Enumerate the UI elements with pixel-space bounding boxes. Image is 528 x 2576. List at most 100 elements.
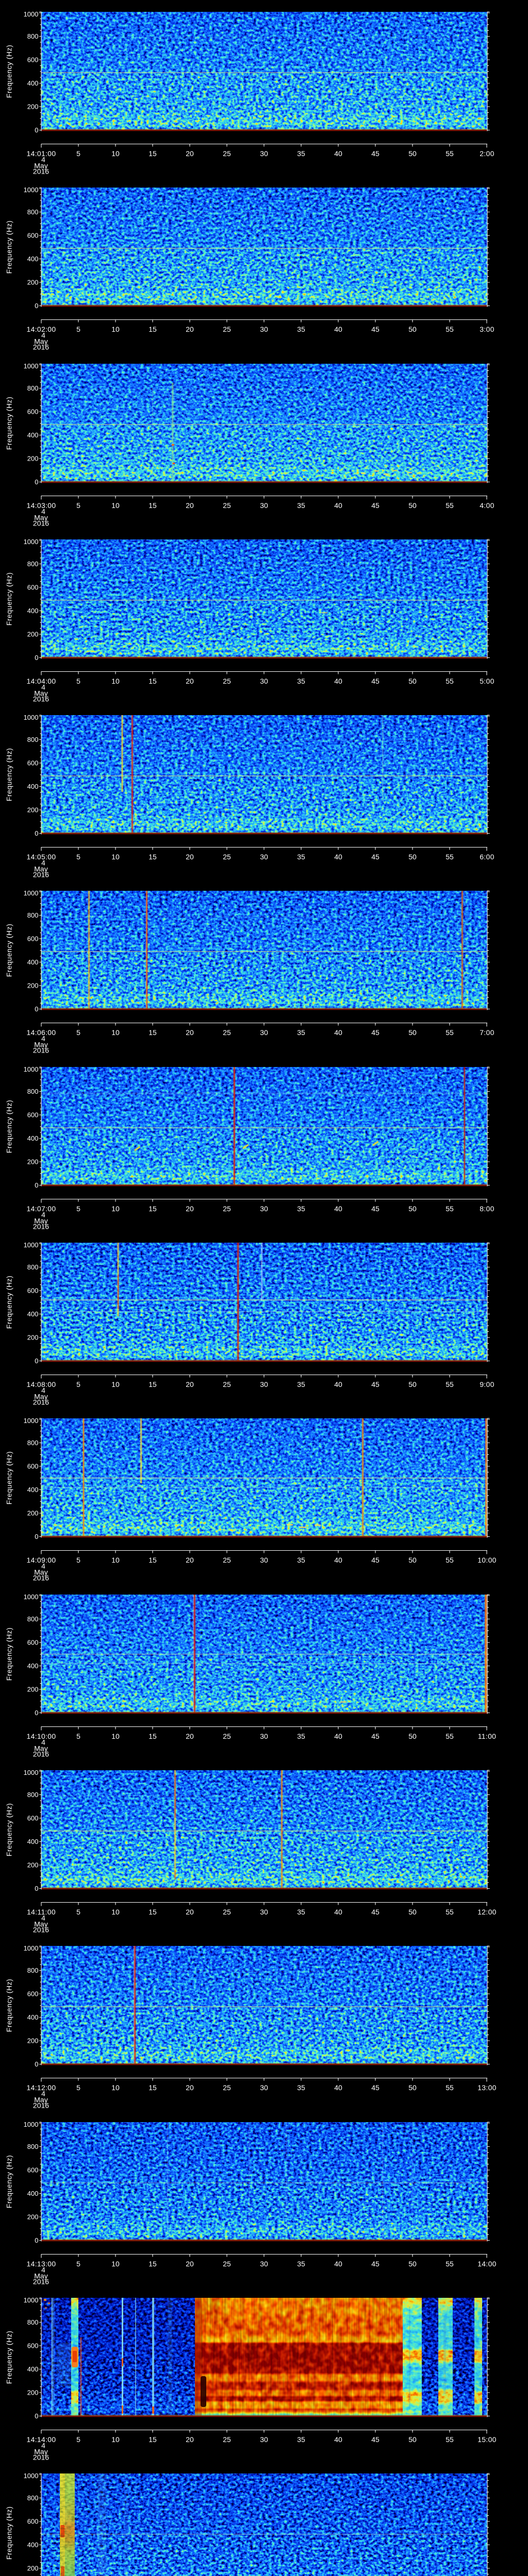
svg-text:10: 10: [111, 1205, 120, 1213]
svg-text:200: 200: [27, 1686, 39, 1693]
svg-text:200: 200: [27, 1861, 39, 1869]
svg-text:30: 30: [260, 2435, 268, 2444]
svg-text:600: 600: [27, 1639, 39, 1647]
svg-text:1000: 1000: [24, 714, 39, 721]
svg-text:800: 800: [27, 1439, 39, 1447]
svg-text:35: 35: [297, 149, 305, 158]
svg-text:20: 20: [186, 1380, 194, 1388]
svg-text:8:00: 8:00: [480, 1205, 494, 1213]
svg-text:45: 45: [371, 2083, 380, 2092]
svg-text:1000: 1000: [24, 1065, 39, 1073]
svg-text:4: 4: [41, 1211, 45, 1219]
svg-text:600: 600: [27, 1990, 39, 1998]
svg-text:13:00: 13:00: [477, 2083, 497, 2092]
svg-text:1000: 1000: [24, 889, 39, 897]
svg-text:0: 0: [35, 1533, 38, 1540]
svg-text:35: 35: [297, 2435, 305, 2444]
svg-text:5: 5: [76, 2083, 80, 2092]
svg-text:15: 15: [148, 1028, 157, 1037]
svg-text:35: 35: [297, 1380, 305, 1388]
svg-text:25: 25: [223, 1028, 231, 1037]
svg-text:May: May: [34, 1744, 47, 1753]
svg-text:20: 20: [186, 1028, 194, 1037]
svg-text:0: 0: [35, 654, 38, 662]
svg-text:30: 30: [260, 149, 268, 158]
svg-text:2016: 2016: [33, 1046, 49, 1055]
svg-text:14:08:00: 14:08:00: [27, 1380, 56, 1388]
svg-text:25: 25: [223, 501, 231, 510]
svg-text:4: 4: [41, 1914, 45, 1922]
svg-text:10: 10: [111, 2260, 120, 2268]
svg-text:45: 45: [371, 1732, 380, 1740]
svg-text:400: 400: [27, 431, 39, 439]
svg-text:600: 600: [27, 1111, 39, 1119]
svg-text:14:09:00: 14:09:00: [27, 1556, 56, 1564]
svg-text:400: 400: [27, 79, 39, 87]
svg-text:800: 800: [27, 2318, 39, 2326]
svg-text:15: 15: [148, 2083, 157, 2092]
svg-text:45: 45: [371, 1556, 380, 1564]
svg-text:25: 25: [223, 677, 231, 685]
svg-text:40: 40: [334, 1380, 342, 1388]
svg-text:0: 0: [35, 1005, 38, 1013]
svg-text:55: 55: [446, 853, 454, 861]
svg-text:800: 800: [27, 736, 39, 743]
svg-text:800: 800: [27, 32, 39, 40]
svg-text:400: 400: [27, 783, 39, 790]
svg-text:May: May: [34, 1217, 47, 1225]
svg-text:1000: 1000: [24, 186, 39, 194]
svg-text:800: 800: [27, 911, 39, 919]
svg-text:10: 10: [111, 1028, 120, 1037]
svg-text:25: 25: [223, 1908, 231, 1916]
svg-text:14:06:00: 14:06:00: [27, 1028, 56, 1037]
svg-text:2016: 2016: [33, 1750, 49, 1758]
svg-text:20: 20: [186, 501, 194, 510]
svg-text:50: 50: [408, 1732, 417, 1740]
svg-text:9:00: 9:00: [480, 1380, 494, 1388]
svg-text:15: 15: [148, 1732, 157, 1740]
svg-text:45: 45: [371, 1028, 380, 1037]
svg-text:1000: 1000: [24, 1241, 39, 1249]
svg-text:Frequency (Hz): Frequency (Hz): [5, 748, 13, 801]
svg-text:800: 800: [27, 384, 39, 392]
svg-text:May: May: [34, 2272, 47, 2280]
svg-text:45: 45: [371, 2435, 380, 2444]
svg-text:400: 400: [27, 607, 39, 615]
svg-text:40: 40: [334, 1028, 342, 1037]
svg-text:40: 40: [334, 1205, 342, 1213]
svg-text:55: 55: [446, 2260, 454, 2268]
svg-text:2:00: 2:00: [480, 149, 494, 158]
svg-text:55: 55: [446, 1028, 454, 1037]
svg-text:50: 50: [408, 325, 417, 333]
svg-text:Frequency (Hz): Frequency (Hz): [5, 2331, 13, 2384]
svg-text:5: 5: [76, 1908, 80, 1916]
svg-text:200: 200: [27, 279, 39, 286]
svg-text:15: 15: [148, 1908, 157, 1916]
svg-text:Frequency (Hz): Frequency (Hz): [5, 2506, 13, 2560]
svg-text:14:07:00: 14:07:00: [27, 1205, 56, 1213]
svg-text:10: 10: [111, 325, 120, 333]
svg-text:50: 50: [408, 853, 417, 861]
svg-text:400: 400: [27, 2541, 39, 2549]
svg-text:0: 0: [35, 478, 38, 486]
svg-text:200: 200: [27, 2037, 39, 2045]
svg-text:4: 4: [41, 507, 45, 516]
svg-text:800: 800: [27, 1263, 39, 1271]
svg-text:May: May: [34, 2096, 47, 2104]
svg-text:Frequency (Hz): Frequency (Hz): [5, 924, 13, 977]
svg-text:4: 4: [41, 2266, 45, 2274]
svg-text:30: 30: [260, 853, 268, 861]
svg-text:2016: 2016: [33, 2278, 49, 2286]
svg-text:800: 800: [27, 208, 39, 216]
svg-text:55: 55: [446, 1908, 454, 1916]
svg-text:400: 400: [27, 2190, 39, 2197]
svg-text:10: 10: [111, 501, 120, 510]
svg-text:400: 400: [27, 2365, 39, 2373]
svg-text:2016: 2016: [33, 1926, 49, 1934]
svg-text:Frequency (Hz): Frequency (Hz): [5, 1276, 13, 1329]
svg-text:Frequency (Hz): Frequency (Hz): [5, 1979, 13, 2032]
svg-text:14:05:00: 14:05:00: [27, 853, 56, 861]
svg-text:0: 0: [35, 2412, 38, 2420]
svg-text:20: 20: [186, 853, 194, 861]
svg-text:55: 55: [446, 1556, 454, 1564]
